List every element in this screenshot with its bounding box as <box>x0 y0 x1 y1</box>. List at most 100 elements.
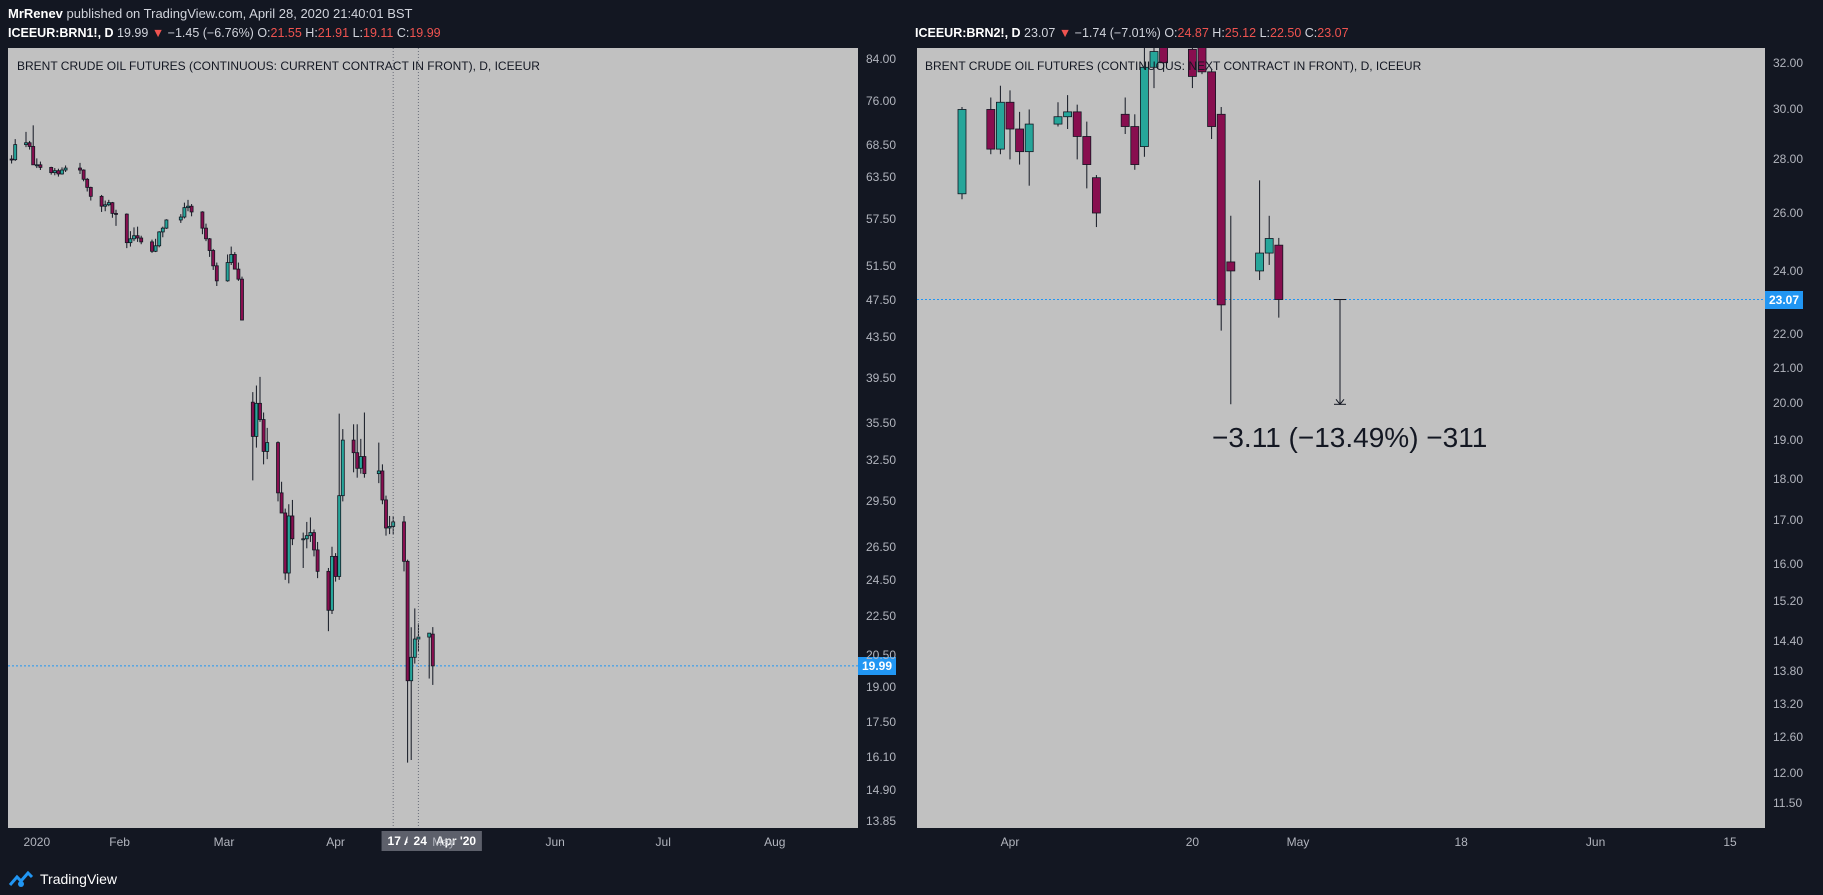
right-high: 25.12 <box>1224 26 1257 40</box>
price-tick: 15.20 <box>1773 594 1804 609</box>
time-tick: Aug <box>764 835 786 849</box>
price-tick: 12.60 <box>1773 730 1804 745</box>
candle <box>1264 215 1274 265</box>
candle <box>49 166 54 175</box>
candle <box>132 227 136 242</box>
candle <box>1139 48 1149 157</box>
candle <box>128 231 133 247</box>
price-tick: 17.00 <box>1773 513 1804 528</box>
right-l-label: L: <box>1259 26 1270 40</box>
left-ohlc-legend: ICEEUR:BRN1!, D 19.99 ▼ −1.45 (−6.76%) O… <box>8 26 441 40</box>
candle <box>308 517 313 542</box>
candle <box>63 165 68 172</box>
candle <box>358 438 363 474</box>
candle <box>1187 48 1197 89</box>
candle <box>265 427 270 460</box>
price-tick: 47.50 <box>866 292 897 307</box>
time-tick: May <box>432 835 455 849</box>
candle <box>1197 48 1207 75</box>
left-chart-plot[interactable]: BRENT CRUDE OIL FUTURES (CONTINUOUS: CUR… <box>8 48 858 828</box>
left-change: −1.45 (−6.76%) <box>167 26 254 40</box>
price-tick: 84.00 <box>866 52 897 66</box>
candle <box>236 262 241 281</box>
candle <box>412 608 417 664</box>
candle <box>225 254 230 282</box>
left-l-label: L: <box>352 26 363 40</box>
right-close: 23.07 <box>1317 26 1349 40</box>
candle <box>1072 104 1082 160</box>
time-tick: 15 <box>1723 835 1737 849</box>
candle <box>1130 114 1140 170</box>
price-tick: 26.00 <box>1773 206 1804 220</box>
candle <box>312 529 316 557</box>
candle <box>286 504 291 584</box>
candle <box>1255 180 1265 281</box>
price-tick: 20.00 <box>1773 395 1804 410</box>
candle <box>957 107 967 200</box>
candle <box>160 226 165 238</box>
candle <box>1274 237 1284 318</box>
left-time-axis[interactable]: 17 A 24 A Apr '20 2020 Feb Mar Apr May Jun Jul… <box>8 828 908 855</box>
author-name[interactable]: MrRenev <box>8 6 63 21</box>
price-tick: 22.50 <box>866 608 897 623</box>
candle <box>124 213 129 249</box>
right-time-axis[interactable]: Apr20May18Jun15Jul <box>917 828 1765 855</box>
left-open: 21.55 <box>270 26 302 40</box>
candle <box>9 155 14 164</box>
candle <box>182 202 187 219</box>
right-price-axis[interactable]: 23.07 32.00 30.00 28.00 26.00 24.00 22.00 21.0… <box>1765 48 1815 828</box>
candle <box>376 442 381 484</box>
candle <box>405 559 410 763</box>
price-tick: 57.50 <box>866 212 897 227</box>
price-tick: 14.40 <box>1773 633 1804 648</box>
candle <box>340 429 345 502</box>
candle <box>229 246 234 265</box>
price-tick: 19.00 <box>1773 432 1804 447</box>
candle <box>387 515 392 535</box>
candle <box>56 168 61 177</box>
candle <box>315 541 320 579</box>
candle <box>276 441 280 502</box>
price-tick: 13.85 <box>866 814 897 828</box>
tradingview-footer[interactable]: TradingView <box>8 871 117 887</box>
candle <box>240 276 244 321</box>
candle <box>189 204 194 217</box>
candle <box>200 211 205 235</box>
price-tick: 63.50 <box>866 170 897 185</box>
candle <box>254 385 259 448</box>
candle <box>78 162 82 174</box>
candle <box>207 238 212 257</box>
candle <box>986 97 996 155</box>
price-tick: 20.50 <box>866 648 897 663</box>
left-price-axis[interactable]: 19.99 84.00 76.00 68.50 63.50 57.50 51.50 47.5… <box>858 48 908 828</box>
price-tick: 28.00 <box>1773 152 1804 167</box>
left-price-badge: 19.99 <box>858 656 897 675</box>
price-tick: 21.00 <box>1773 360 1804 375</box>
right-price-badge: 23.07 <box>1765 290 1804 309</box>
time-tick: Mar <box>213 835 235 849</box>
candle <box>1024 109 1034 186</box>
candle <box>330 546 334 614</box>
publish-header: MrRenev published on TradingView.com, Ap… <box>8 6 412 21</box>
time-tick: Jun <box>1585 835 1606 849</box>
price-tick: 35.50 <box>866 416 897 431</box>
candle <box>1063 95 1073 130</box>
candle <box>164 219 169 229</box>
price-tick: 32.50 <box>866 453 897 468</box>
price-tick: 32.00 <box>1773 55 1804 70</box>
price-tick: 13.20 <box>1773 696 1804 711</box>
price-tick: 17.50 <box>866 715 897 730</box>
right-symbol[interactable]: ICEEUR:BRN2!, D <box>915 26 1021 40</box>
price-tick: 13.80 <box>1773 664 1804 679</box>
time-tick: 2020 <box>23 835 51 849</box>
left-c-label: C: <box>396 26 410 40</box>
candle <box>304 521 309 549</box>
candle <box>211 248 216 270</box>
candle <box>355 424 360 478</box>
price-tick: 16.00 <box>1773 557 1804 572</box>
candle <box>85 177 90 192</box>
right-chart-plot[interactable]: BRENT CRUDE OIL FUTURES (CONTINUOUS: NEX… <box>917 48 1765 828</box>
left-symbol[interactable]: ICEEUR:BRN1!, D <box>8 26 114 40</box>
candle <box>31 125 36 166</box>
measure-label: −3.11 (−13.49%) −311 <box>1212 422 1488 453</box>
